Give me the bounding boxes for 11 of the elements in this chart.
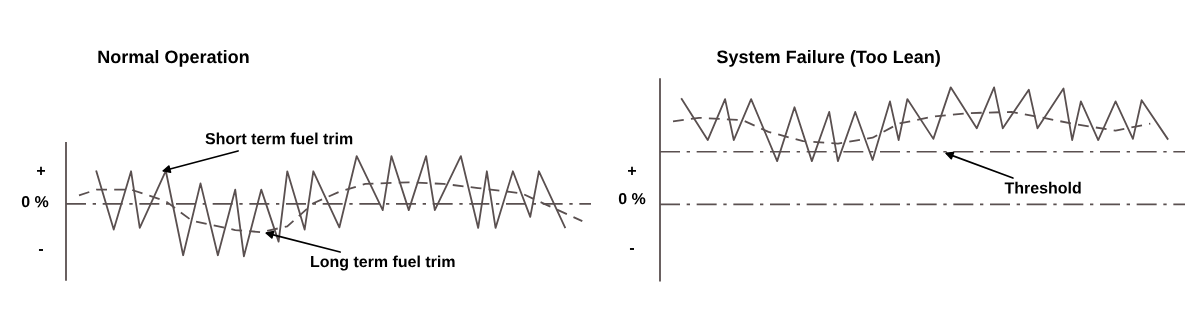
chart-title: Normal Operation [98, 49, 249, 67]
text: Short term fuel trim [205, 132, 353, 145]
annotation: Long term fuel trim [311, 255, 455, 271]
text: 0 % [618, 192, 646, 205]
text: - [38, 249, 44, 251]
annotation: Threshold [1004, 181, 1081, 194]
chart-title: System Failure (Too Lean) [716, 49, 940, 67]
text: 0 % [21, 195, 49, 208]
text: + [628, 166, 637, 175]
text: - [629, 248, 635, 250]
text: + [37, 166, 46, 175]
